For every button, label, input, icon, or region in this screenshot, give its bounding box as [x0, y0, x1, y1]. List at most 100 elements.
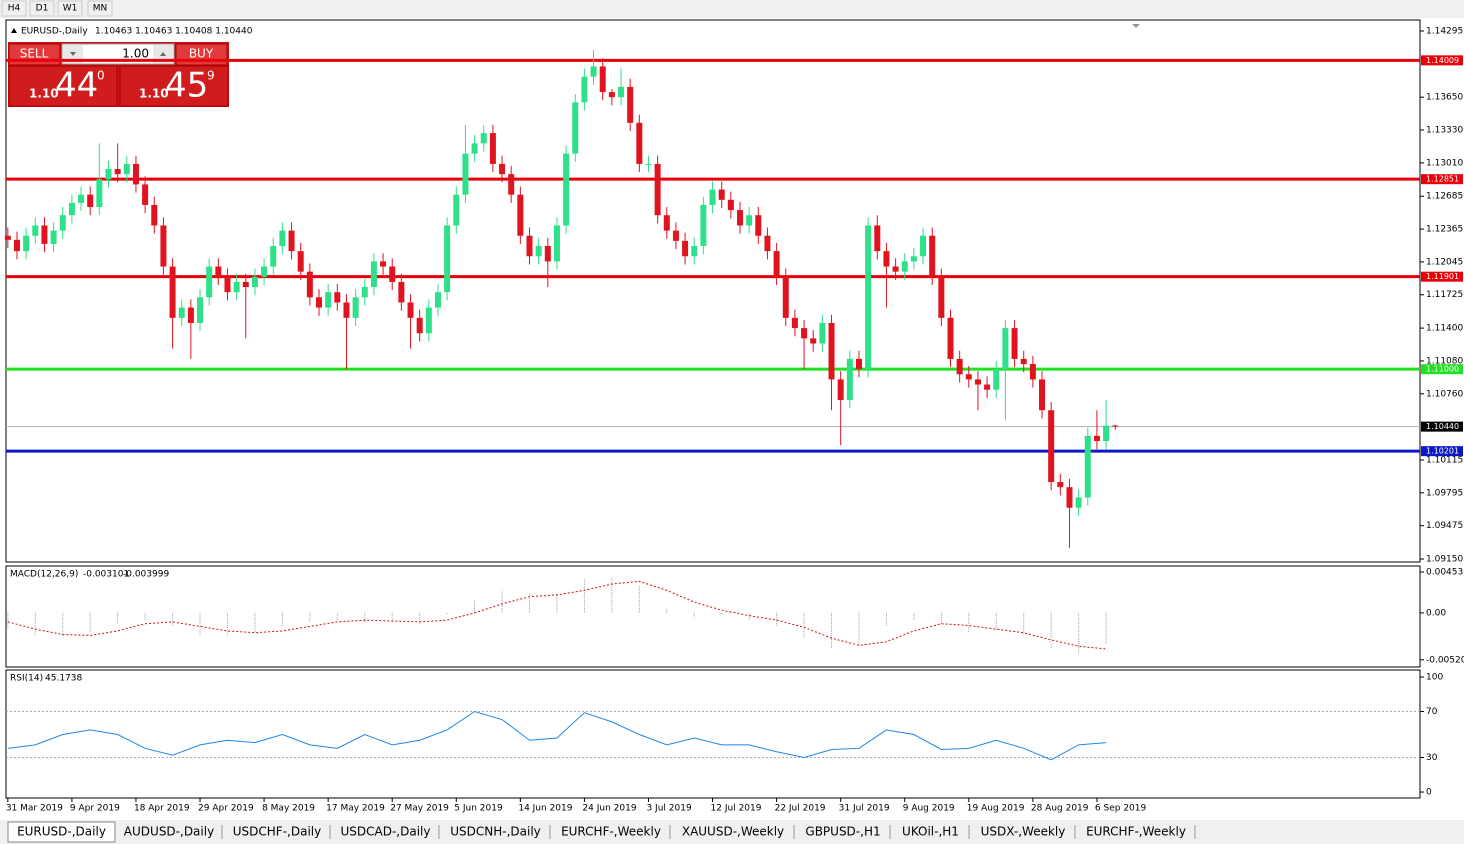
candle-body [50, 230, 57, 244]
candle-body [874, 225, 881, 252]
tab-label[interactable]: USDX-,Weekly [981, 825, 1066, 839]
candle-body [727, 199, 734, 211]
sell-price-box[interactable] [8, 65, 118, 107]
tab-label[interactable]: EURCHF-,Weekly [1086, 825, 1186, 839]
tab-label[interactable]: USDCAD-,Daily [341, 825, 431, 839]
y-tick-label: 1.12045 [1426, 257, 1463, 267]
candle-body [123, 163, 130, 175]
candle-body [892, 266, 899, 272]
candle-body [142, 184, 149, 205]
timeframe-button[interactable] [29, 0, 55, 17]
x-tick-label: 6 Sep 2019 [1095, 804, 1147, 814]
candle-body [929, 235, 936, 277]
tab-label[interactable]: AUDUSD-,Daily [124, 825, 214, 839]
candle-body [224, 276, 231, 293]
timeframe-label: MN [93, 4, 108, 14]
tab-label[interactable]: EURUSD-,Daily [17, 825, 106, 839]
candle-body [636, 122, 643, 164]
macd-signal: -0.003999 [123, 570, 169, 580]
x-tick-label: 31 Jul 2019 [839, 804, 890, 814]
candle-body [480, 133, 487, 144]
candle-body [782, 276, 789, 318]
timeframe-button[interactable] [57, 0, 83, 17]
main-frame [5, 19, 1421, 563]
candle-body [462, 153, 469, 195]
candle-body [105, 169, 112, 180]
candle-body [901, 261, 908, 272]
candle-body [59, 215, 66, 231]
candle-body [837, 379, 844, 400]
tab-label[interactable]: GBPUSD-,H1 [805, 825, 880, 839]
price-level-tag [1421, 446, 1463, 457]
candle-body [791, 317, 798, 329]
tab-active[interactable] [7, 821, 116, 843]
candle-body [865, 225, 872, 370]
y-tick-label: 1.14295 [1426, 26, 1463, 36]
candle-body [526, 235, 533, 257]
candle-body [572, 102, 579, 154]
y-tick-label: 70 [1426, 707, 1438, 717]
timeframe-button[interactable] [1, 0, 27, 17]
timeframe-button[interactable] [87, 0, 113, 17]
candle-body [206, 266, 213, 298]
candle-body [1002, 328, 1009, 370]
candle-body [425, 307, 432, 334]
tab-label[interactable]: EURCHF-,Weekly [561, 825, 661, 839]
candle-body [544, 245, 551, 262]
candle-body [1093, 435, 1100, 441]
y-tick-label: 1.11725 [1426, 290, 1463, 300]
candle-body [151, 204, 158, 226]
candle-body [233, 281, 240, 293]
sell-pips: 44 [55, 66, 98, 106]
price-level-label: 1.10201 [1426, 447, 1459, 456]
candle-body [242, 281, 249, 288]
tab-label[interactable]: USDCNH-,Daily [450, 825, 541, 839]
candle-body [508, 174, 515, 195]
y-tick-label: 1.10115 [1426, 455, 1463, 465]
price-level-tag [1421, 421, 1463, 432]
x-tick-label: 19 Aug 2019 [967, 804, 1025, 814]
candle-body [297, 251, 304, 272]
candle-body [736, 210, 743, 226]
x-tick-label: 3 Jul 2019 [646, 804, 691, 814]
tab-label[interactable]: USDCHF-,Daily [233, 825, 321, 839]
candle-body [261, 266, 268, 277]
up-arrow [160, 52, 166, 56]
buy-price-box[interactable] [119, 65, 229, 107]
candle-body [434, 292, 441, 308]
candle-body [471, 143, 478, 154]
candle-body [608, 92, 615, 98]
candle-body [984, 384, 991, 390]
timeframe-label: H4 [8, 4, 21, 14]
y-tick-label: 1.09795 [1426, 488, 1463, 498]
sell-label: SELL [20, 47, 49, 61]
candle-body [1057, 482, 1064, 488]
y-tick-label: 1.12685 [1426, 192, 1463, 202]
candle-body [325, 292, 332, 308]
y-tick-label: 1.13330 [1426, 126, 1463, 136]
x-tick-label: 27 May 2019 [390, 804, 449, 814]
candle-body [828, 322, 835, 380]
candle-body [810, 338, 817, 344]
symbol: EURUSD-,Daily [21, 27, 88, 37]
buy-label: BUY [189, 47, 214, 61]
y-tick-label: 100 [1426, 673, 1443, 683]
candle-body [444, 225, 451, 293]
candle-body [1029, 364, 1036, 380]
y-tick-label: -0.005205 [1426, 655, 1464, 665]
candle-body [1066, 487, 1073, 508]
tab-label[interactable]: XAUUSD-,Weekly [682, 825, 784, 839]
candle-body [169, 266, 176, 318]
candle-body [23, 235, 30, 252]
candle-body [306, 271, 313, 298]
candle-body [801, 328, 808, 339]
candle-body [764, 235, 771, 252]
trade-panel: SELL BUY 1.00 1.10 44 0 1.10 45 9 [8, 42, 229, 107]
candle-body [709, 189, 716, 205]
macd-signal [7, 580, 1107, 650]
tab-label[interactable]: UKOil-,H1 [902, 825, 959, 839]
candle-body [553, 225, 560, 262]
collapse-arrow[interactable] [11, 28, 17, 33]
candle-body [68, 202, 75, 216]
ohlc: 1.10463 1.10463 1.10408 1.10440 [95, 27, 253, 37]
